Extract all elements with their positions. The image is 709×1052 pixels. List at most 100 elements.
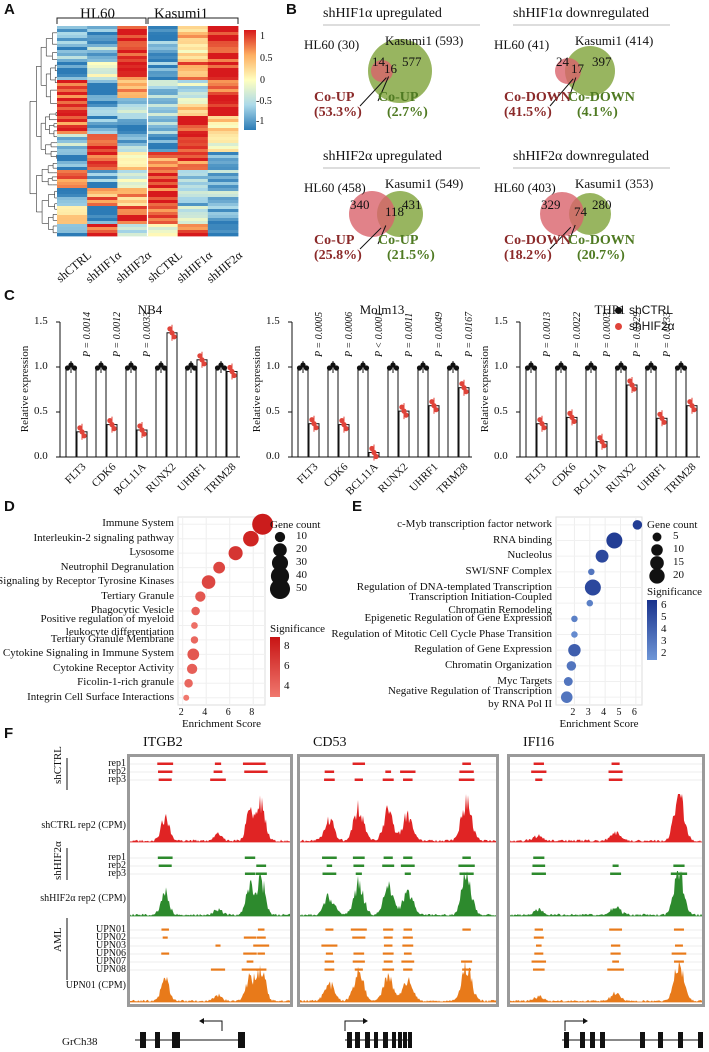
heatmap-cell [177, 77, 209, 81]
heatmap-cell [117, 197, 148, 201]
point-shhif2a [631, 386, 637, 392]
color-legend-label: 8 [284, 640, 290, 652]
heatmap-cell [87, 110, 118, 114]
colorbar-tick-1: 1 [260, 31, 265, 42]
peak-call [532, 968, 545, 971]
peak-call [536, 944, 542, 947]
peak-call [533, 856, 545, 859]
heatmap-cell [87, 221, 118, 225]
heatmap-cell [117, 71, 148, 75]
heatmap-cell [147, 101, 179, 105]
bar-shctrl [95, 366, 107, 458]
point-shhif2a [687, 399, 693, 405]
gene-model-exon [365, 1032, 370, 1048]
venn-pointer-left [549, 226, 572, 250]
gene-title-1: CD53 [313, 735, 347, 750]
heatmap-cell [207, 35, 239, 39]
p-value-label: P = 0.0167 [464, 311, 475, 357]
peak-call [322, 856, 337, 859]
heatmap-cell [87, 197, 118, 201]
heatmap-cell [177, 101, 209, 105]
point-shctrl [621, 365, 628, 371]
point-shhif2a [197, 353, 203, 359]
heatmap-cell [207, 191, 239, 195]
heatmap-cell [147, 152, 179, 156]
tss-arrowhead [363, 1018, 368, 1024]
peak-call [325, 928, 334, 931]
enrichment-dot [560, 691, 573, 703]
point-shctrl [554, 365, 561, 371]
point-shctrl [98, 362, 104, 368]
term-label: Cytokine Receptor Activity [53, 661, 174, 674]
venn-overlap-2: 118 [385, 204, 405, 219]
peak-call [531, 960, 547, 963]
heatmap-cell [87, 167, 118, 171]
heatmap-cell [117, 203, 148, 207]
heatmap-cell [177, 89, 209, 93]
heatmap-cell [87, 53, 118, 57]
shhif_reps-label: rep2 [108, 860, 126, 871]
heatmap-cell [147, 209, 179, 213]
term-label: Chromatin Organization [444, 658, 552, 671]
peak-call [382, 952, 394, 955]
heatmap-cell [117, 104, 148, 108]
bar-shhif2a [458, 387, 470, 458]
heatmap-cell [177, 218, 209, 222]
peak-call [403, 968, 413, 971]
heatmap-cell [87, 41, 118, 45]
peak-call [241, 968, 259, 971]
term-label: Epigenetic Regulation of Gene Expression [364, 611, 552, 624]
venn-left-label-2: HL60 (458) [304, 180, 366, 195]
peak-call [402, 936, 413, 939]
heatmap-cell [117, 167, 148, 171]
heatmap-cell [57, 119, 88, 123]
heatmap-cell [87, 77, 118, 81]
heatmap-cell [177, 137, 209, 141]
venn-pointer-left [549, 78, 574, 107]
heatmap-cell [57, 212, 88, 216]
heatmap-cell [207, 134, 239, 138]
heatmap-cell [87, 182, 118, 186]
heatmap-cell [177, 200, 209, 204]
point-shctrl [614, 365, 621, 371]
p-value-label: P = 0.0011 [404, 312, 415, 357]
heatmap-cell [87, 152, 118, 156]
heatmap-cell [207, 41, 239, 45]
term-label: Interleukin-2 signaling pathway [33, 531, 174, 544]
heatmap-cell [177, 173, 209, 177]
peak-call [158, 864, 172, 867]
heatmap-cell [147, 224, 179, 228]
legend-shhif2a: shHIF2α [615, 319, 675, 333]
panel-d-dotplot: 2 4 6 8 Enrichment Score Immune System Interle… [0, 505, 350, 730]
heatmap-cell [147, 128, 179, 132]
panel-label-c: C [4, 287, 15, 304]
heatmap-cell [87, 173, 118, 177]
heatmap-cell [177, 215, 209, 219]
heatmap-cell [147, 197, 179, 201]
peak-call [244, 856, 256, 859]
heatmap-cell [207, 218, 239, 222]
heatmap-cell [207, 83, 239, 87]
venn-pointer-right [377, 76, 390, 102]
peak-call [162, 936, 168, 939]
peak-call [325, 952, 333, 955]
heatmap-cell [207, 143, 239, 147]
venn-right-pct-1: (4.1%) [577, 105, 618, 120]
heatmap-cell [87, 206, 118, 210]
legend-shctrl: shCTRL [615, 303, 673, 317]
panel-label-d: D [4, 498, 15, 515]
venn-title-0: shHIF1α upregulated [323, 6, 442, 21]
heatmap-cell [207, 197, 239, 201]
color-legend-label: 6 [284, 660, 290, 672]
enrichment-dot [632, 520, 643, 530]
heatmap-cell [177, 50, 209, 54]
heatmap-cell [117, 47, 148, 51]
heatmap-cell [177, 56, 209, 60]
heatmap-cell [207, 203, 239, 207]
heatmap-cell [207, 173, 239, 177]
heatmap-cell [147, 215, 179, 219]
gene-model-exon [347, 1032, 352, 1048]
heatmap-cell [177, 92, 209, 96]
peak-call [256, 762, 266, 765]
heatmap-cell [117, 26, 148, 30]
